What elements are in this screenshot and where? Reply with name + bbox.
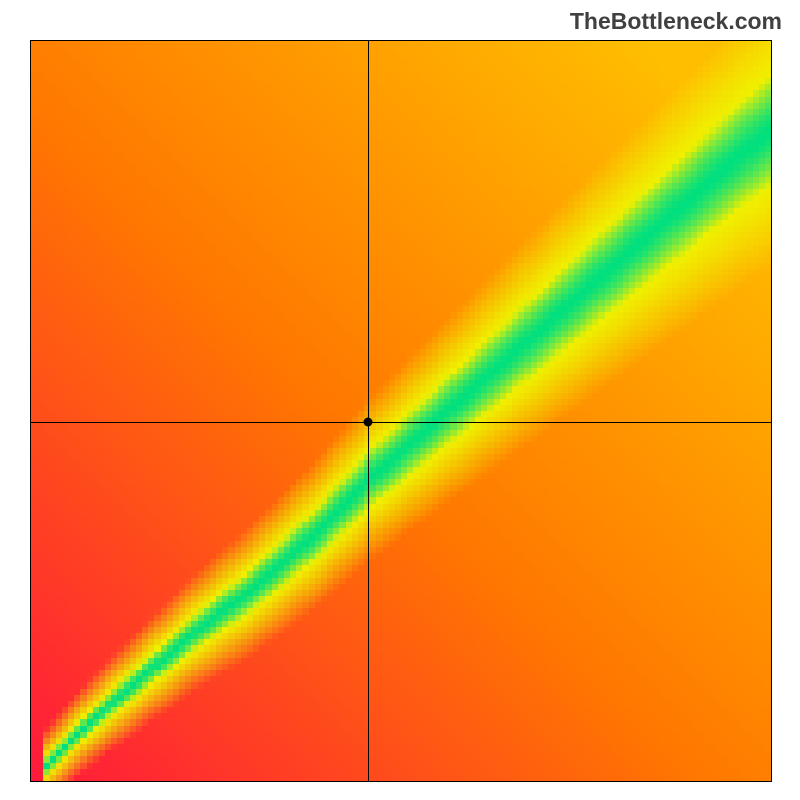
heatmap-canvas (31, 41, 771, 781)
watermark-text: TheBottleneck.com (570, 8, 782, 35)
crosshair-vertical (368, 41, 369, 781)
chart-container: { "watermark": "TheBottleneck.com", "hea… (0, 0, 800, 800)
marker-dot (363, 418, 372, 427)
crosshair-horizontal (31, 422, 771, 423)
heatmap-plot (30, 40, 772, 782)
